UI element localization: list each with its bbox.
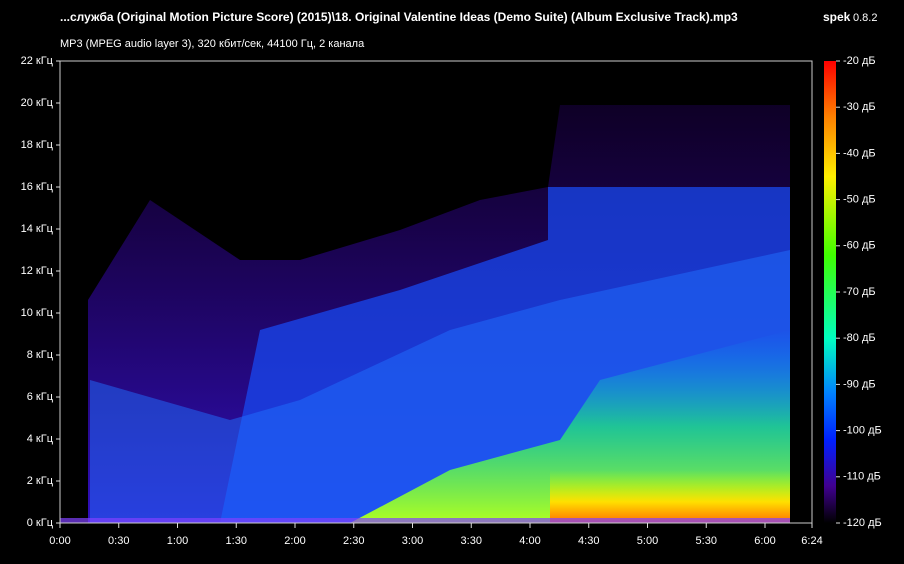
y-tick-label: 10 кГц xyxy=(21,307,54,319)
x-tick-label: 5:30 xyxy=(696,535,717,547)
spectrogram-image xyxy=(60,105,790,523)
y-tick-label: 4 кГц xyxy=(27,433,54,445)
app-version: 0.8.2 xyxy=(853,12,877,24)
x-tick-label: 6:00 xyxy=(754,535,775,547)
y-tick-label: 20 кГц xyxy=(21,97,54,109)
x-tick-label: 5:00 xyxy=(637,535,658,547)
y-tick-label: 2 кГц xyxy=(27,475,54,487)
x-tick-label: 2:30 xyxy=(343,535,364,547)
y-tick-label: 22 кГц xyxy=(21,55,54,67)
colorbar-tick-label: -120 дБ xyxy=(843,517,882,529)
colorbar-tick-label: -60 дБ xyxy=(843,240,876,252)
colorbar-tick-label: -100 дБ xyxy=(843,425,882,437)
file-title: ...служба (Original Motion Picture Score… xyxy=(60,10,738,24)
y-tick-label: 18 кГц xyxy=(21,139,54,151)
y-tick-label: 14 кГц xyxy=(21,223,54,235)
y-tick-label: 0 кГц xyxy=(27,517,54,529)
x-tick-label: 4:00 xyxy=(519,535,540,547)
x-tick-label: 1:30 xyxy=(226,535,247,547)
x-tick-label: 3:00 xyxy=(402,535,423,547)
colorbar-tick-label: -90 дБ xyxy=(843,378,876,390)
colorbar-tick-label: -20 дБ xyxy=(843,55,876,67)
y-tick-label: 16 кГц xyxy=(21,181,54,193)
x-tick-label: 0:00 xyxy=(49,535,70,547)
x-tick-label: 6:24 xyxy=(801,535,822,547)
colorbar-tick-label: -30 дБ xyxy=(843,101,876,113)
colorbar-tick-label: -50 дБ xyxy=(843,194,876,206)
x-tick-label: 1:00 xyxy=(167,535,188,547)
y-tick-label: 6 кГц xyxy=(27,391,54,403)
file-info: MP3 (MPEG audio layer 3), 320 кбит/сек, … xyxy=(60,38,365,50)
y-tick-label: 8 кГц xyxy=(27,349,54,361)
colorbar-tick-label: -40 дБ xyxy=(843,147,876,159)
colorbar-tick-label: -80 дБ xyxy=(843,332,876,344)
y-tick-label: 12 кГц xyxy=(21,265,54,277)
colorbar-tick-label: -70 дБ xyxy=(843,286,876,298)
plot-frame xyxy=(59,60,813,524)
colorbar xyxy=(824,61,836,523)
x-tick-label: 2:00 xyxy=(284,535,305,547)
colorbar-tick-label: -110 дБ xyxy=(843,471,881,483)
x-tick-label: 3:30 xyxy=(461,535,482,547)
app-name: spek xyxy=(823,10,851,24)
x-tick-label: 4:30 xyxy=(578,535,599,547)
x-tick-label: 0:30 xyxy=(108,535,129,547)
